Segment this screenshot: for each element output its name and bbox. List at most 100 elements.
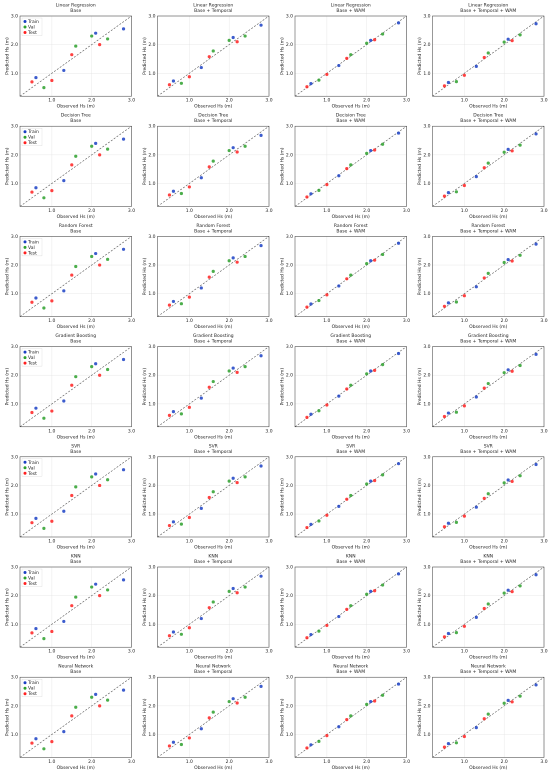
chart-subtitle: Base — [70, 559, 81, 565]
point — [167, 193, 172, 197]
point — [98, 704, 102, 708]
point — [90, 365, 94, 369]
reference-line — [19, 236, 132, 317]
y-tick-label: 1.0 — [11, 71, 18, 77]
point — [171, 299, 176, 304]
point — [396, 462, 401, 466]
chart-title: Gradient Boosting — [55, 333, 96, 339]
point — [106, 367, 110, 372]
y-tick-label: 2.0 — [11, 42, 18, 48]
chart-subtitle: Base + WAM — [336, 669, 365, 675]
y-axis-label: Predicted Hs (m) — [417, 257, 423, 295]
point — [309, 743, 313, 747]
reference-line — [19, 566, 132, 648]
point — [106, 698, 110, 702]
point — [506, 478, 510, 482]
reference-line — [157, 15, 270, 97]
plot-frame — [294, 346, 407, 428]
point — [34, 75, 38, 80]
y-tick-label: 2.0 — [423, 483, 430, 489]
x-tick-label: 2.0 — [501, 759, 508, 765]
y-tick-label: 3.0 — [423, 344, 430, 350]
x-tick-label: 1.0 — [186, 98, 193, 104]
y-axis-label: Predicted Hs (m) — [280, 698, 286, 736]
point — [502, 40, 506, 44]
x-axis-label: Observed Hs (m) — [57, 765, 95, 771]
legend-marker — [23, 361, 27, 365]
chart-title: Linear Regression — [193, 3, 233, 9]
point — [317, 739, 321, 743]
point — [337, 63, 341, 68]
x-axis-label: Observed Hs (m) — [332, 434, 370, 440]
point — [199, 396, 203, 400]
x-tick-label: 3.0 — [128, 98, 135, 104]
x-tick-label: 1.0 — [461, 208, 468, 214]
y-axis-label: Predicted Hs (m) — [5, 37, 11, 75]
point — [345, 717, 349, 722]
point — [534, 462, 538, 467]
x-axis-label: Observed Hs (m) — [57, 324, 95, 330]
x-axis-label: Observed Hs (m) — [57, 545, 95, 551]
point — [70, 604, 74, 608]
point — [259, 23, 263, 27]
point — [317, 298, 321, 303]
y-axis-label: Predicted Hs (m) — [5, 257, 11, 295]
x-tick-label: 3.0 — [128, 208, 135, 214]
y-tick-label: 1.0 — [423, 181, 430, 187]
point — [50, 629, 54, 634]
y-tick-label: 2.0 — [423, 703, 430, 709]
point — [167, 303, 172, 307]
y-tick-label: 3.0 — [148, 234, 155, 240]
point — [462, 73, 466, 77]
point — [325, 513, 329, 517]
legend-label: Train — [27, 460, 39, 466]
y-axis-label: Predicted Hs (m) — [280, 257, 286, 295]
x-tick-label: 3.0 — [403, 649, 410, 655]
point — [98, 263, 102, 267]
x-tick-label: 2.0 — [88, 759, 95, 765]
plot-frame — [294, 236, 407, 317]
point — [62, 289, 66, 293]
y-axis-label: Predicted Hs (m) — [142, 478, 148, 516]
point — [305, 525, 309, 530]
x-axis-label: Observed Hs (m) — [332, 545, 370, 551]
y-tick-label: 1.0 — [148, 512, 155, 518]
x-tick-label: 2.0 — [88, 318, 95, 324]
chart-title: Linear Regression — [468, 3, 508, 9]
legend-box — [21, 238, 43, 257]
point — [381, 32, 385, 36]
y-axis-label: Predicted Hs (m) — [142, 37, 148, 75]
legend-label: Val — [28, 245, 35, 251]
chart-title: Random Forest — [334, 223, 368, 229]
point — [179, 522, 183, 526]
point — [98, 594, 102, 598]
x-axis-label: Observed Hs (m) — [194, 214, 232, 220]
point — [454, 520, 458, 524]
y-tick-label: 1.0 — [423, 71, 430, 77]
point — [199, 727, 203, 731]
point — [121, 578, 126, 582]
legend-label: Train — [27, 19, 39, 25]
point — [381, 693, 385, 697]
point — [462, 404, 466, 408]
point — [305, 305, 309, 309]
point — [231, 366, 235, 370]
chart-title: Neural Network — [58, 664, 93, 670]
reference-line — [294, 236, 407, 317]
y-axis-label: Predicted Hs (m) — [142, 698, 148, 736]
chart-title: Linear Regression — [331, 3, 371, 9]
x-tick-label: 2.0 — [226, 208, 233, 214]
point — [90, 585, 94, 589]
chart-subtitle: Base + WAM — [336, 118, 365, 124]
point — [365, 41, 369, 45]
chart-subtitle: Base + WAM — [336, 228, 365, 234]
point — [187, 185, 191, 189]
point — [106, 257, 110, 261]
x-tick-label: 2.0 — [363, 649, 370, 655]
point — [179, 302, 183, 306]
